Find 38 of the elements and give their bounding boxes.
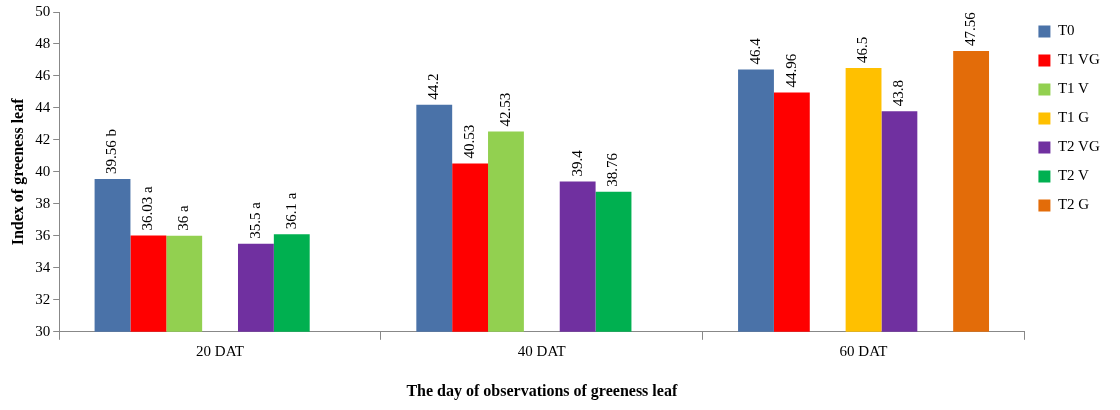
data-label: 44.2 (425, 73, 442, 100)
data-label: 38.76 (604, 152, 621, 187)
data-label: 46.5 (854, 36, 871, 63)
y-tick-label: 38 (35, 194, 51, 211)
legend-label: T2 G (1057, 196, 1090, 213)
y-tick-label: 50 (35, 2, 51, 19)
data-label: 36.03 a (139, 185, 156, 231)
y-tick-label: 42 (35, 130, 51, 147)
y-axis-title: Index of greeness leaf (8, 97, 27, 246)
data-label: 35.5 a (246, 201, 263, 239)
y-tick-label: 40 (35, 162, 51, 179)
data-label: 39.4 (568, 149, 585, 177)
data-label: 40.53 (461, 124, 478, 159)
y-tick-label: 36 (35, 226, 51, 243)
x-tick-label: 60 DAT (839, 342, 888, 359)
y-tick-label: 32 (35, 290, 51, 307)
legend-label: T1 G (1057, 109, 1090, 126)
data-label: 36.1 a (282, 192, 299, 230)
data-label: 39.56 b (103, 128, 120, 174)
y-tick-label: 34 (35, 258, 51, 275)
data-label: 43.8 (890, 79, 907, 107)
data-label: 47.56 (962, 11, 979, 47)
legend-label: T1 V (1057, 80, 1090, 97)
data-label: 42.53 (496, 92, 513, 127)
data-label: 44.96 (782, 53, 799, 88)
y-tick-label: 30 (35, 322, 51, 339)
x-axis-title: The day of observations of greeness leaf (406, 381, 678, 400)
legend-label: T0 (1057, 22, 1075, 39)
y-tick-label: 46 (35, 66, 51, 83)
x-tick-label: 20 DAT (196, 342, 245, 359)
y-tick-label: 44 (35, 98, 51, 115)
legend-label: T1 VG (1057, 51, 1100, 68)
x-tick-label: 40 DAT (517, 342, 566, 359)
legend-label: T2 V (1057, 167, 1090, 184)
data-label: 36 a (175, 205, 192, 231)
data-label: 46.4 (746, 37, 763, 65)
y-tick-label: 48 (35, 34, 51, 51)
legend-label: T2 VG (1057, 138, 1100, 155)
